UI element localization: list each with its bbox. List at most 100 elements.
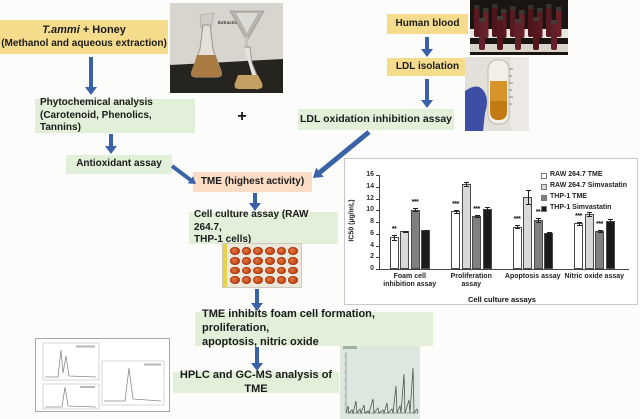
error-bar-cap — [597, 231, 603, 233]
error-bar-cap — [453, 212, 459, 214]
bar — [400, 231, 409, 269]
legend-label: THP-1 TME — [550, 193, 587, 200]
error-bar-cap — [525, 204, 531, 206]
error-bar — [517, 225, 518, 229]
plate-wells — [223, 244, 301, 287]
box-phytochemical: Phytochemical analysis (Carotenoid, Phen… — [35, 97, 195, 133]
error-bar-cap — [485, 207, 490, 209]
error-bar-cap — [576, 224, 582, 226]
error-bar — [466, 182, 467, 187]
error-bar-cap — [464, 186, 469, 188]
y-tick-label: 14 — [366, 182, 374, 190]
error-bar — [538, 218, 539, 222]
plate-well — [241, 276, 252, 284]
error-bar — [487, 207, 488, 211]
blood-tubes-illustration — [470, 0, 568, 55]
bar — [421, 230, 430, 269]
error-bar-cap — [536, 218, 541, 220]
box-antioxidant: Antioxidant assay — [66, 155, 172, 174]
error-bar-cap — [587, 215, 592, 217]
box-tammi-honey: T.ammi + Honey (Methanol and aqueous ext… — [0, 20, 168, 54]
error-bar — [610, 219, 611, 223]
error-bar — [476, 214, 478, 218]
box-tme: TME (highest activity) — [193, 172, 312, 192]
plate-well — [253, 256, 263, 265]
photo-ldl-tube — [465, 57, 529, 131]
tammi-species-name: T.ammi — [42, 23, 80, 36]
legend-swatch — [541, 206, 547, 212]
bar-chart: 0 2 4 6 8 10 12 14 16 IC50 (µg/mL) ** *** *** *** *** *… — [344, 158, 638, 305]
x-category-label: Proliferation assay — [450, 273, 492, 289]
plate-edge — [223, 244, 227, 287]
photo-blood-tubes — [470, 0, 568, 55]
y-tick — [376, 210, 379, 212]
y-tick — [376, 198, 379, 200]
y-tick — [376, 269, 379, 270]
flow-arrow-phyto-to-antioxidant — [105, 134, 117, 154]
extraction-photo-label: Extraction — [218, 20, 240, 25]
plate-well — [230, 266, 240, 275]
y-tick-label: 2 — [370, 253, 374, 261]
error-bar-cap — [413, 211, 418, 213]
legend-swatch — [541, 184, 547, 190]
photo-well-plate — [222, 243, 302, 288]
error-bar-cap — [515, 225, 520, 227]
plate-well — [230, 247, 240, 255]
hplc-gcms-label: HPLC and GC-MS analysis of TME — [179, 368, 333, 395]
y-axis — [379, 175, 380, 269]
plate-well — [241, 266, 252, 275]
y-tick-label: 6 — [370, 229, 374, 237]
plus-label: + — [237, 108, 247, 125]
error-bar-cap — [392, 239, 397, 241]
y-tick-label: 4 — [370, 241, 374, 249]
error-bar-cap — [464, 182, 469, 184]
flow-arrow-ldl-to-oxidation — [421, 79, 433, 108]
legend-label: RAW 264.7 Simvastatin — [550, 182, 628, 189]
tammi-line1: T.ammi + Honey — [42, 24, 126, 38]
error-bar-cap — [423, 230, 429, 232]
flow-arrow-antioxidant-to-tme — [170, 164, 196, 184]
bar — [533, 220, 543, 269]
y-tick-label: 8 — [370, 218, 374, 225]
bar — [482, 209, 492, 269]
error-bar-cap — [485, 210, 490, 212]
y-tick-label: 0 — [370, 265, 374, 272]
plate-well — [230, 256, 240, 265]
extraction-flasks-illustration: Extraction — [170, 3, 283, 93]
bar — [451, 211, 460, 269]
antioxidant-label: Antioxidant assay — [76, 158, 162, 170]
plate-well — [276, 276, 287, 284]
significance-label: *** — [411, 199, 419, 207]
bar — [389, 237, 399, 269]
box-tme-inhibits: TME inhibits foam cell formation, prolif… — [195, 308, 433, 348]
plate-well — [265, 266, 275, 275]
plate-well — [288, 256, 298, 265]
plate-well — [288, 276, 298, 284]
plate-well — [230, 276, 240, 284]
error-bar-cap — [525, 190, 531, 192]
flow-arrow-plate-to-inhibits — [251, 289, 263, 311]
bar — [410, 209, 420, 269]
box-ldl-oxidation: LDL oxidation inhibition assay — [298, 109, 454, 130]
significance-label: *** — [513, 216, 521, 224]
error-bar — [394, 234, 395, 240]
x-category-label: Foam cell inhibition assay — [383, 273, 437, 289]
bar — [461, 184, 471, 269]
y-tick — [376, 257, 379, 259]
plate-well — [253, 266, 263, 275]
error-bar-cap — [474, 217, 480, 219]
plus-sign: + — [232, 108, 252, 126]
error-bar — [589, 212, 590, 216]
tme-inhibits-label: TME inhibits foam cell formation, prolif… — [202, 308, 375, 348]
bar — [595, 230, 604, 269]
error-bar-cap — [608, 222, 613, 224]
y-tick — [376, 175, 379, 176]
x-axis — [379, 269, 629, 270]
legend-label: THP-1 Simvastatin — [550, 204, 612, 211]
error-bar-cap — [474, 214, 480, 216]
ldl-isolation-label: LDL isolation — [395, 60, 460, 72]
bar — [523, 197, 532, 269]
legend-swatch — [541, 195, 547, 201]
error-bar — [578, 221, 580, 225]
